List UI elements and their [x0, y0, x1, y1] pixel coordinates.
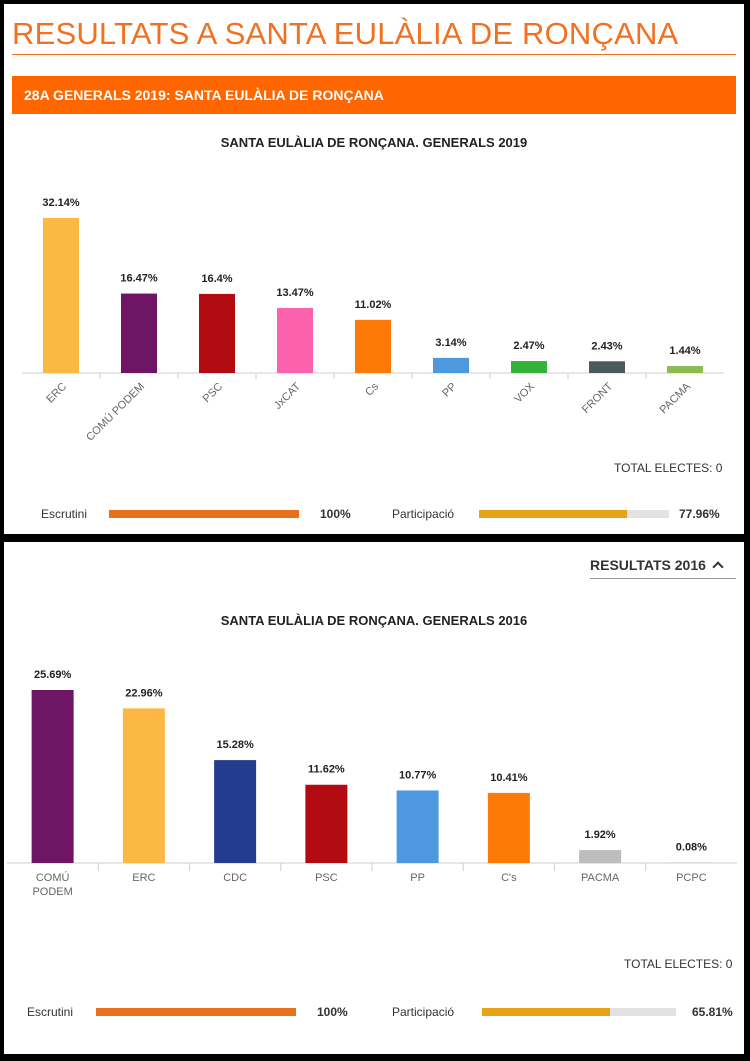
data-label-2016-erc: 22.96%: [125, 687, 163, 699]
escrutini-bar-fill-2019: [109, 510, 299, 518]
total-electes-2016: TOTAL ELECTES: 0: [624, 957, 733, 971]
participacio-label-2019: Participació: [392, 507, 455, 521]
escrutini-label-2019: Escrutini: [41, 507, 88, 521]
data-label-2019-pp: 3.14%: [435, 337, 466, 349]
data-label-2019-front: 2.43%: [591, 340, 622, 352]
page-title: RESULTATS A SANTA EULÀLIA DE RONÇANA: [12, 16, 679, 51]
participacio-bar-2016: [482, 1008, 676, 1016]
bar-2019-front: [589, 361, 625, 373]
bar-2019-psc: [199, 293, 235, 373]
tick-label-2016-psc: PSC: [315, 872, 338, 884]
bar-2019-cs: [355, 319, 391, 373]
data-label-2016-pp: 10.77%: [399, 769, 437, 781]
bar-2016-c-s: [487, 792, 530, 863]
data-label-2019-pacma: 1.44%: [669, 345, 700, 357]
escrutini-bar-2019: [109, 510, 299, 518]
toggle-underline: [590, 578, 736, 579]
participacio-value-2016: 65.81%: [692, 1005, 733, 1019]
escrutini-bar-2016: [96, 1008, 296, 1016]
bar-2019-comu-podem: [121, 293, 157, 373]
tick-label-2019-comu-podem: COMÚ PODEM: [83, 380, 147, 444]
tick-label-2019-cs: Cs: [363, 380, 381, 398]
tick-label-2016-c-s: C's: [501, 872, 517, 884]
bar-2016-pp: [396, 790, 439, 863]
participacio-value-2019: 77.96%: [679, 507, 720, 521]
data-label-2016-pcpc: 0.08%: [676, 841, 707, 853]
total-electes-2019: TOTAL ELECTES: 0: [614, 461, 723, 475]
bar-2019-erc: [43, 218, 79, 373]
bar-2016-pacma: [579, 850, 622, 863]
data-label-2019-psc: 16.4%: [201, 273, 232, 285]
participacio-label-2016: Participació: [392, 1005, 455, 1019]
bar-2019-pp: [433, 357, 469, 373]
panel-2019: RESULTATS A SANTA EULÀLIA DE RONÇANA 28A…: [4, 4, 744, 534]
tick-label-2016-comu-podem: COMÚ PODEM: [32, 871, 72, 898]
tick-label-2019-vox: VOX: [512, 380, 537, 405]
data-label-2016-pacma: 1.92%: [585, 829, 616, 841]
tick-label-2019-erc: ERC: [44, 381, 69, 406]
participacio-bar-fill-2019: [479, 510, 628, 518]
tick-label-2016-pcpc: PCPC: [676, 872, 707, 884]
tick-label-2019-pacma: PACMA: [658, 380, 694, 416]
title-underline: [12, 54, 736, 55]
data-label-2019-erc: 32.14%: [42, 197, 80, 209]
data-label-2016-psc: 11.62%: [308, 764, 345, 776]
chart-title-2016: SANTA EULÀLIA DE RONÇANA. GENERALS 2016: [220, 613, 528, 628]
data-label-2019-jxcat: 13.47%: [276, 287, 314, 299]
tick-label-2019-psc: PSC: [201, 381, 226, 406]
escrutini-value-2019: 100%: [320, 507, 351, 521]
tick-label-2019-front: FRONT: [580, 380, 615, 415]
panel-2016: RESULTATS 2016 SANTA EULÀLIA DE RONÇANA.…: [4, 542, 744, 1054]
tick-label-2016-cdc: CDC: [223, 872, 247, 884]
bar-2016-comu-podem: [31, 690, 74, 863]
data-label-2019-vox: 2.47%: [513, 340, 544, 352]
resultats-2016-toggle[interactable]: RESULTATS 2016: [590, 557, 724, 573]
bar-2016-psc: [305, 784, 348, 863]
participacio-bar-fill-2016: [482, 1008, 610, 1016]
data-label-2019-comu-podem: 16.47%: [120, 273, 158, 285]
bar-2016-cdc: [214, 760, 257, 863]
data-label-2016-cdc: 15.28%: [216, 739, 254, 751]
bar-2016-erc: [122, 708, 165, 863]
data-label-2016-comu-podem: 25.69%: [34, 669, 72, 681]
data-label-2019-cs: 11.02%: [355, 299, 392, 311]
chart-2019: 32.14% ERC 16.47% COMÚ PODEM 16.4% PSC 13.47% J…: [22, 197, 724, 444]
participacio-bar-2019: [479, 510, 669, 518]
data-label-2016-c-s: 10.41%: [490, 772, 528, 784]
tick-label-2019-jxcat: JxCAT: [272, 380, 303, 411]
tick-label-2016-erc: ERC: [132, 872, 155, 884]
chart-2016: 25.69% COMÚ PODEM 22.96% ERC 15.28% CDC 11.62% P…: [7, 669, 737, 898]
bar-2019-jxcat: [277, 308, 313, 373]
chart-title-2019: SANTA EULÀLIA DE RONÇANA. GENERALS 2019: [220, 135, 528, 150]
bar-2019-pacma: [667, 366, 703, 373]
escrutini-bar-fill-2016: [96, 1008, 296, 1016]
section-header-2019: 28A GENERALS 2019: SANTA EULÀLIA DE RONÇ…: [12, 76, 736, 114]
bar-2019-vox: [511, 361, 547, 373]
tick-label-2019-pp: PP: [440, 381, 459, 400]
resultats-2016-toggle-label: RESULTATS 2016: [590, 557, 706, 573]
escrutini-label-2016: Escrutini: [27, 1005, 74, 1019]
bar-2016-pcpc: [670, 862, 713, 863]
escrutini-value-2016: 100%: [317, 1005, 348, 1019]
tick-label-2016-pp: PP: [410, 872, 425, 884]
tick-label-2016-pacma: PACMA: [581, 872, 620, 884]
